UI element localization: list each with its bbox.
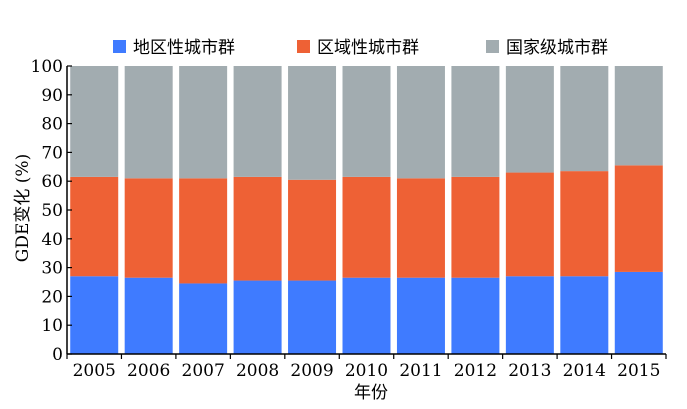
y-tick-label-0: 0 (52, 345, 63, 365)
bar-2011-series-2 (396, 178, 445, 278)
x-tick-label-2012: 2012 (454, 361, 497, 381)
bar-2013-series-3 (505, 66, 554, 173)
x-tick-label-2007: 2007 (182, 361, 225, 381)
bar-2014-series-3 (560, 66, 609, 172)
x-tick-label-2010: 2010 (345, 361, 388, 381)
y-tick-label-30: 30 (41, 259, 63, 279)
x-tick-label-2014: 2014 (563, 361, 606, 381)
bar-2009-series-3 (288, 66, 337, 180)
bar-2009-series-1 (288, 280, 337, 354)
bar-2014-series-2 (560, 171, 609, 277)
bar-2013-series-2 (505, 172, 554, 277)
bar-2009-series-2 (288, 179, 337, 281)
legend-label-2: 区域性城市群 (317, 38, 419, 58)
bar-2007-series-1 (179, 283, 228, 354)
bar-2010-series-3 (342, 66, 391, 177)
bar-2010-series-2 (342, 176, 391, 278)
x-tick-label-2008: 2008 (236, 361, 279, 381)
y-tick-label-20: 20 (41, 287, 63, 307)
x-tick-label-2009: 2009 (290, 361, 333, 381)
bar-2015-series-1 (614, 271, 663, 354)
legend-swatch-2 (297, 40, 310, 53)
bar-2008-series-1 (233, 280, 282, 354)
y-tick-label-90: 90 (41, 86, 63, 106)
bar-2014-series-1 (560, 276, 609, 354)
x-tick-label-2006: 2006 (127, 361, 170, 381)
bar-2008-series-3 (233, 66, 282, 177)
y-tick-label-40: 40 (41, 230, 63, 250)
bar-2005-series-3 (70, 66, 119, 177)
bar-2013-series-1 (505, 276, 554, 354)
x-tick-label-2013: 2013 (508, 361, 551, 381)
bar-2007-series-3 (179, 66, 228, 179)
legend-label-1: 地区性城市群 (133, 38, 235, 58)
x-tick-label-2011: 2011 (399, 361, 442, 381)
y-tick-label-50: 50 (41, 201, 63, 221)
bar-2006-series-2 (124, 178, 173, 278)
bars (70, 66, 663, 354)
bar-2006-series-1 (124, 277, 173, 354)
x-tick-label-2015: 2015 (617, 361, 660, 381)
legend-label-3: 国家级城市群 (506, 38, 608, 58)
bar-2005-series-1 (70, 276, 119, 354)
bar-2012-series-3 (451, 66, 500, 177)
bar-2006-series-3 (124, 66, 173, 179)
bar-2012-series-1 (451, 277, 500, 354)
bar-2012-series-2 (451, 176, 500, 278)
x-axis-label: 年份 (354, 383, 388, 403)
y-tick-label-80: 80 (41, 115, 63, 135)
y-tick-label-100: 100 (31, 57, 63, 77)
bar-2011-series-3 (396, 66, 445, 179)
bar-2010-series-1 (342, 277, 391, 354)
bar-2008-series-2 (233, 176, 282, 281)
bar-2005-series-2 (70, 176, 119, 277)
legend-swatch-1 (113, 40, 126, 53)
y-tick-label-70: 70 (41, 143, 63, 163)
legend-swatch-3 (486, 40, 499, 53)
bar-2015-series-2 (614, 165, 663, 272)
y-axis-label: GDE变化 (%) (13, 154, 33, 262)
legend: 地区性城市群 区域性城市群 国家级城市群 (113, 38, 608, 58)
bar-2007-series-2 (179, 178, 228, 284)
axes: 0 10 20 30 40 50 60 70 80 90 100 2005 2006 2007 2008 20… (31, 57, 667, 381)
bar-2015-series-3 (614, 66, 663, 166)
y-tick-label-10: 10 (41, 316, 63, 336)
y-tick-label-60: 60 (41, 172, 63, 192)
bar-2011-series-1 (396, 277, 445, 354)
x-tick-label-2005: 2005 (73, 361, 116, 381)
